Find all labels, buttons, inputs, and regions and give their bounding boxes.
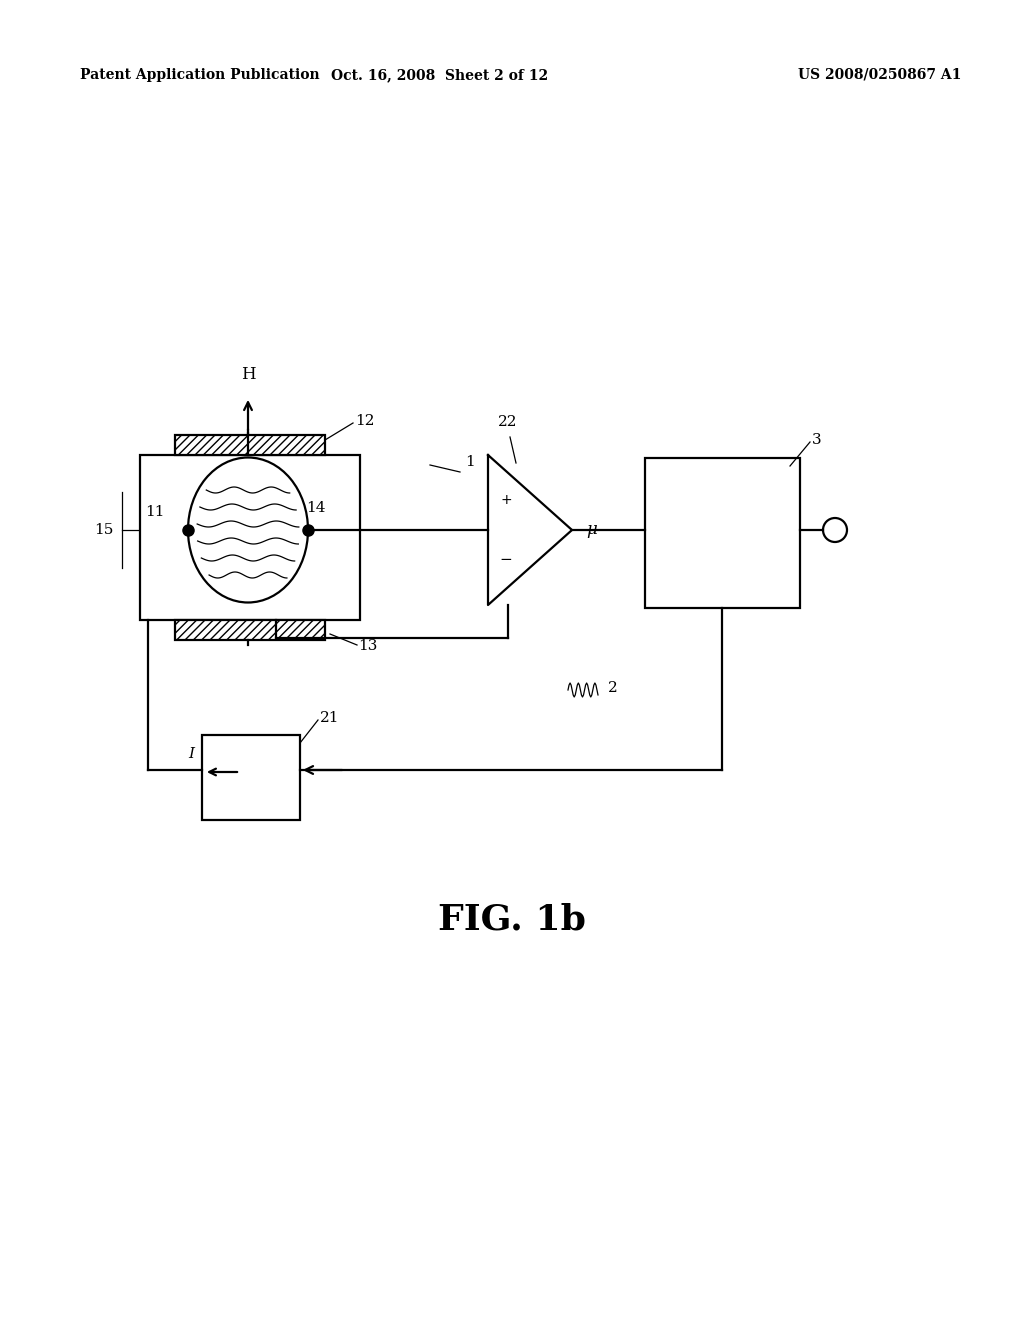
Text: 14: 14 bbox=[306, 502, 326, 515]
Text: 3: 3 bbox=[812, 433, 821, 447]
Bar bbox=[202, 735, 300, 820]
Text: Patent Application Publication: Patent Application Publication bbox=[80, 69, 319, 82]
Text: H: H bbox=[241, 366, 255, 383]
Bar bbox=[175, 620, 325, 640]
Text: 21: 21 bbox=[319, 711, 340, 725]
Text: Oct. 16, 2008  Sheet 2 of 12: Oct. 16, 2008 Sheet 2 of 12 bbox=[332, 69, 549, 82]
Text: 15: 15 bbox=[94, 523, 114, 537]
Text: −: − bbox=[500, 553, 512, 568]
Text: 11: 11 bbox=[145, 506, 165, 519]
Text: FIG. 1b: FIG. 1b bbox=[438, 903, 586, 937]
Bar bbox=[645, 458, 800, 609]
Bar bbox=[140, 455, 360, 620]
Text: 2: 2 bbox=[608, 681, 617, 696]
Text: US 2008/0250867 A1: US 2008/0250867 A1 bbox=[799, 69, 962, 82]
Text: +: + bbox=[500, 492, 512, 507]
Text: I: I bbox=[188, 747, 194, 762]
Bar bbox=[175, 436, 325, 455]
Text: 12: 12 bbox=[355, 414, 375, 428]
Text: 1: 1 bbox=[465, 455, 475, 469]
Text: 22: 22 bbox=[499, 414, 518, 429]
Text: 13: 13 bbox=[358, 639, 378, 653]
Text: μ: μ bbox=[586, 521, 597, 539]
